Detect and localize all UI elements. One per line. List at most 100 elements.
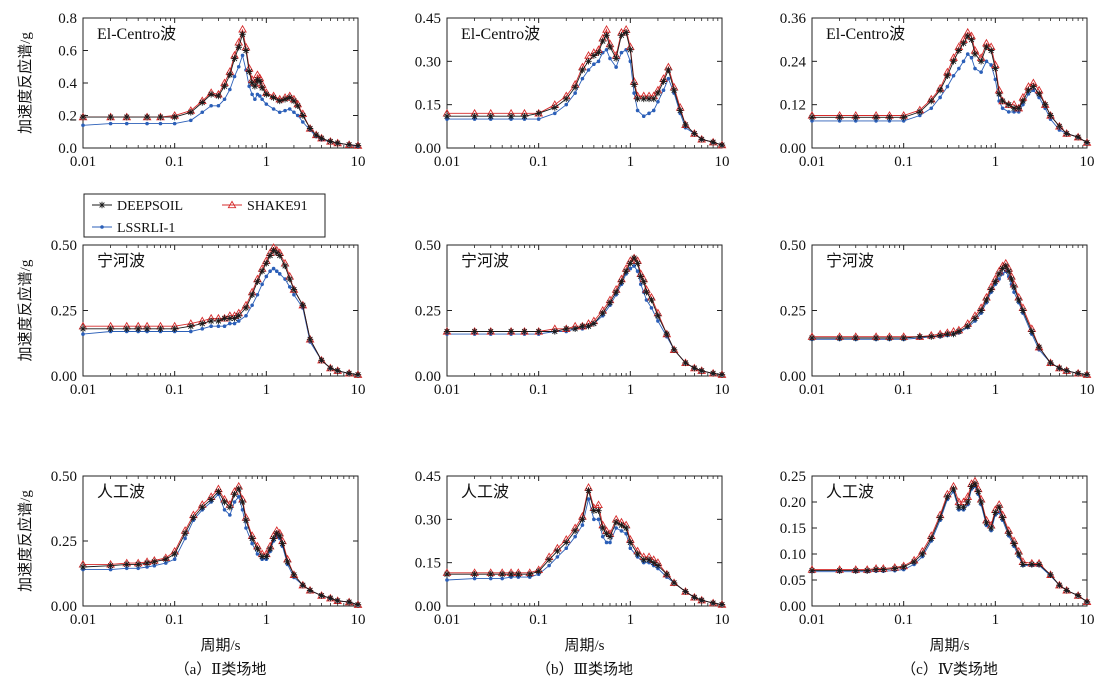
circle-marker xyxy=(283,108,287,113)
asterisk-marker xyxy=(231,55,238,62)
asterisk-marker xyxy=(599,524,606,532)
asterisk-marker xyxy=(1010,540,1018,547)
circle-marker xyxy=(918,113,922,118)
circle-marker xyxy=(264,102,269,106)
series-line xyxy=(447,257,723,376)
series-line xyxy=(812,485,1088,603)
asterisk-marker xyxy=(808,334,816,342)
series-line xyxy=(83,249,359,376)
asterisk-marker xyxy=(682,588,689,595)
circle-marker xyxy=(236,495,241,499)
asterisk-marker xyxy=(955,504,963,511)
asterisk-marker xyxy=(936,514,944,521)
series-lssrli-1 xyxy=(81,492,360,607)
asterisk-marker xyxy=(612,288,620,296)
asterisk-marker xyxy=(1005,268,1012,275)
legend-item: LSSRLI-1 xyxy=(92,221,175,236)
asterisk-marker xyxy=(1042,101,1049,108)
series-line xyxy=(446,498,723,606)
series-line xyxy=(812,265,1088,376)
asterisk-marker xyxy=(1030,83,1037,90)
asterisk-marker xyxy=(107,325,114,333)
legend-label: DEEPSOIL xyxy=(117,199,183,214)
circle-marker xyxy=(647,111,651,116)
x-tick-label: 0.01 xyxy=(799,382,825,398)
asterisk-marker xyxy=(235,44,242,51)
series-deepsoil xyxy=(79,31,362,149)
asterisk-marker xyxy=(836,334,843,342)
x-tick-label: 0.01 xyxy=(70,154,96,170)
asterisk-marker xyxy=(299,112,307,119)
asterisk-marker xyxy=(318,357,325,364)
asterisk-marker xyxy=(928,97,935,105)
y-axis-label: 加速度反应谱/g xyxy=(16,32,34,134)
asterisk-marker xyxy=(627,260,634,267)
asterisk-marker xyxy=(187,323,195,330)
series-shake91 xyxy=(442,483,727,608)
x-tick-label: 10 xyxy=(351,154,366,170)
asterisk-marker xyxy=(345,370,353,377)
circle-marker xyxy=(951,73,956,78)
asterisk-marker xyxy=(157,325,164,333)
asterisk-marker xyxy=(971,480,979,487)
subplot: 0.01 0.1 1 10 0.00 0.25 0.50 宁河波 xyxy=(780,238,1095,398)
asterisk-marker xyxy=(852,114,859,121)
subplot: 0.01 0.1 1 10 0.00 0.15 0.30 0.45 El-Centro波 xyxy=(415,11,730,170)
asterisk-marker xyxy=(487,113,494,120)
asterisk-marker xyxy=(345,141,353,148)
asterisk-marker xyxy=(79,113,87,121)
asterisk-marker xyxy=(1035,90,1043,98)
circle-marker xyxy=(292,292,296,297)
asterisk-marker xyxy=(682,359,689,367)
asterisk-marker xyxy=(98,201,106,209)
circle-marker xyxy=(592,517,596,522)
asterisk-marker xyxy=(242,47,250,54)
legend-box xyxy=(83,193,326,238)
asterisk-marker xyxy=(1083,598,1091,606)
series-shake91 xyxy=(442,25,727,149)
circle-marker xyxy=(216,324,221,329)
circle-marker xyxy=(989,63,993,67)
asterisk-marker xyxy=(964,323,971,330)
x-tick-label: 0.1 xyxy=(529,154,548,170)
circle-marker xyxy=(961,59,966,64)
asterisk-marker xyxy=(235,312,242,319)
asterisk-marker xyxy=(1035,561,1043,568)
asterisk-marker xyxy=(1056,364,1063,372)
y-tick-label: 0.15 xyxy=(780,521,806,537)
circle-marker xyxy=(993,77,998,82)
asterisk-marker xyxy=(306,336,314,343)
asterisk-marker xyxy=(630,254,638,262)
asterisk-marker xyxy=(215,488,222,495)
y-tick-label: 0.10 xyxy=(780,547,806,563)
asterisk-marker xyxy=(640,95,647,103)
asterisk-marker xyxy=(974,488,982,495)
circle-marker xyxy=(287,107,292,111)
y-tick-label: 0.00 xyxy=(780,599,806,615)
asterisk-marker xyxy=(622,524,630,532)
subplot: 0.01 0.1 1 10 0.00 0.25 0.50 人工波 xyxy=(51,469,366,628)
series-lssrli-1 xyxy=(810,484,1089,604)
asterisk-marker xyxy=(622,268,630,275)
asterisk-marker xyxy=(123,561,130,568)
y-tick-label: 0.4 xyxy=(58,76,77,92)
x-tick-label: 10 xyxy=(715,612,730,628)
circle-marker xyxy=(1006,110,1011,114)
y-tick-label: 0.25 xyxy=(780,469,806,485)
asterisk-marker xyxy=(595,507,602,514)
asterisk-marker xyxy=(571,84,579,91)
asterisk-marker xyxy=(863,567,871,574)
asterisk-marker xyxy=(123,113,130,121)
series-line xyxy=(82,488,359,606)
asterisk-marker xyxy=(1047,571,1054,578)
plot-frame xyxy=(811,17,1088,149)
legend-label: SHAKE91 xyxy=(247,199,308,214)
x-tick-label: 0.1 xyxy=(894,154,913,170)
asterisk-marker xyxy=(551,328,559,335)
asterisk-marker xyxy=(999,265,1006,272)
asterisk-marker xyxy=(585,323,592,330)
subplot: 0.01 0.1 1 10 0.00 0.15 0.30 0.45 人工波 xyxy=(415,469,730,628)
circle-marker xyxy=(228,321,232,326)
asterisk-marker xyxy=(276,252,283,259)
asterisk-marker xyxy=(134,325,142,333)
